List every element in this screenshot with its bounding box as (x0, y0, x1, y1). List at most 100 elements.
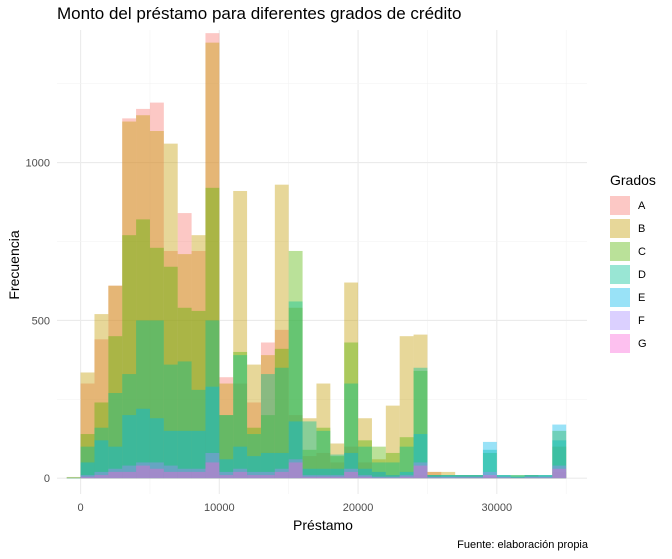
bar-D (163, 364, 178, 479)
bar-G (163, 471, 178, 479)
bar-G (496, 477, 511, 479)
bar-D (260, 374, 275, 479)
bar-B (344, 282, 359, 479)
bar-A (108, 285, 123, 479)
bar-G (413, 465, 428, 479)
legend-key (610, 196, 630, 215)
bar-E (94, 440, 109, 479)
bar-E (302, 468, 317, 479)
bar-D (524, 475, 539, 479)
bar-F (399, 475, 414, 479)
bar-B (177, 254, 192, 479)
bar-D (233, 355, 248, 479)
bar-E (524, 475, 539, 479)
bar-G (80, 476, 95, 479)
bar-B (219, 383, 234, 479)
bar-G (149, 468, 164, 479)
bar-E (163, 430, 178, 479)
bar-E (496, 475, 511, 479)
bar-C (274, 348, 289, 479)
bar-A (399, 475, 414, 479)
bar-C (233, 351, 248, 479)
bar-G (247, 475, 261, 479)
bar-A (219, 377, 234, 479)
x-tick-label: 20000 (343, 502, 374, 514)
bar-A (288, 415, 303, 479)
bar-F (163, 465, 178, 479)
bar-C (524, 475, 539, 479)
bar-F (136, 462, 150, 479)
bar-F (441, 476, 456, 479)
bar-D (385, 462, 400, 479)
bar-G (482, 475, 497, 479)
bar-F (80, 475, 95, 479)
bar-F (330, 475, 345, 479)
bar-D (510, 475, 525, 479)
bar-C (108, 336, 123, 479)
bar-E (233, 446, 248, 479)
bar-B (441, 471, 456, 479)
x-axis-label: Préstamo (293, 517, 353, 533)
bar-G (274, 471, 289, 479)
legend-key (610, 242, 630, 261)
bar-C (136, 219, 150, 479)
bar-A (552, 471, 567, 479)
x-tick-label: 30000 (482, 502, 513, 514)
legend-title: Grados (610, 172, 656, 188)
bar-D (80, 446, 95, 479)
bar-E (149, 418, 164, 479)
bar-E (371, 471, 386, 479)
bar-B (510, 476, 525, 479)
bar-D (496, 475, 511, 479)
bar-D (413, 367, 428, 479)
bar-F (482, 471, 497, 479)
bar-G (122, 471, 137, 479)
series-C (66, 187, 567, 479)
bar-B (191, 235, 206, 479)
bar-F (469, 476, 483, 479)
bar-E (288, 421, 303, 479)
bar-G (344, 471, 359, 479)
bar-C (288, 250, 303, 479)
series-F (80, 452, 567, 479)
bar-F (122, 465, 137, 479)
bar-F (371, 476, 386, 479)
bar-F (316, 475, 331, 479)
bar-G (538, 477, 553, 479)
bar-D (66, 477, 81, 479)
bar-D (552, 440, 567, 479)
bar-F (233, 468, 248, 479)
bar-D (149, 320, 164, 479)
bar-A (122, 118, 137, 479)
bar-A (177, 213, 192, 479)
bar-D (191, 389, 206, 479)
bar-A (482, 476, 497, 479)
bar-B (552, 446, 567, 479)
bar-F (358, 475, 372, 479)
bar-B (94, 314, 109, 479)
bar-D (441, 475, 456, 479)
grid-lines (57, 30, 587, 494)
series-B (66, 42, 567, 479)
bar-A (80, 383, 95, 479)
bar-A (371, 471, 386, 479)
bar-G (427, 477, 442, 479)
legend-key (610, 334, 630, 353)
bar-E (441, 475, 456, 479)
bar-F (260, 471, 275, 479)
bar-D (427, 475, 442, 479)
bar-C (371, 446, 386, 479)
bar-B (66, 476, 81, 479)
bar-D (274, 367, 289, 479)
bar-D (288, 301, 303, 479)
bar-F (219, 471, 234, 479)
x-tick-label: 0 (78, 502, 84, 514)
bar-C (538, 475, 553, 479)
legend-key (610, 288, 630, 307)
bar-C (163, 266, 178, 479)
bar-A (496, 477, 511, 479)
series-G (80, 462, 567, 479)
bar-E (191, 430, 206, 479)
bar-D (371, 462, 386, 479)
